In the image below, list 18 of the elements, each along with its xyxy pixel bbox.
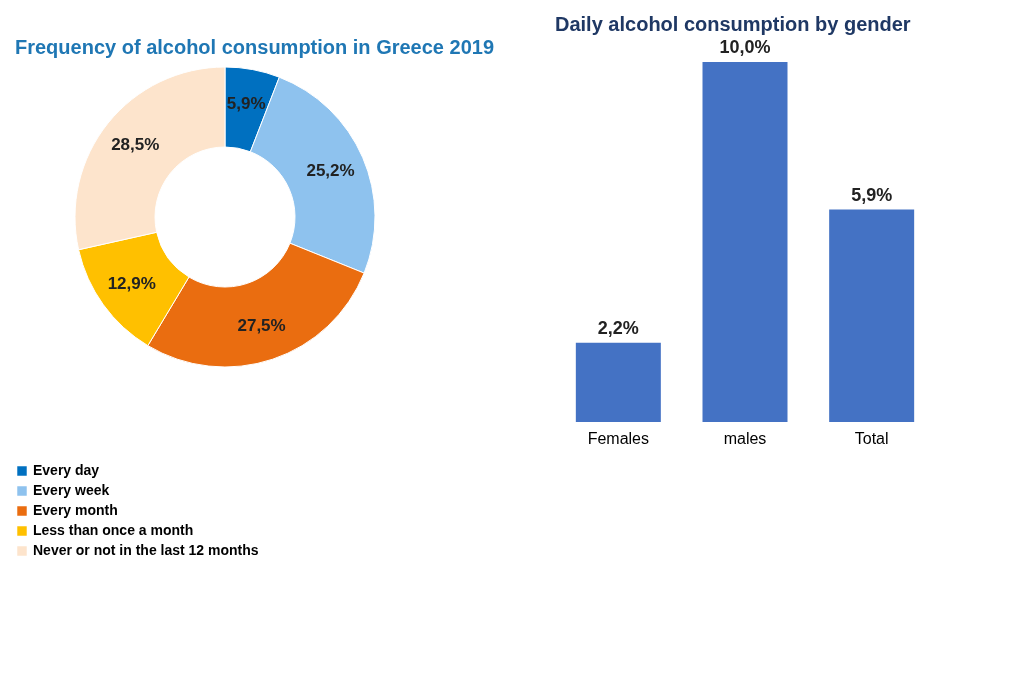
- chart-title: Frequency of alcohol consumption in Greece 2019: [15, 36, 495, 58]
- x-tick-label: Total: [854, 429, 889, 447]
- legend-label: Every month: [33, 502, 118, 518]
- data-label: 27,5%: [237, 316, 286, 336]
- legend-label: Every week: [33, 482, 110, 498]
- x-tick-label: Females: [587, 429, 650, 447]
- data-label: 2,2%: [597, 317, 639, 338]
- data-label: 25,2%: [306, 161, 355, 181]
- chart-title: Daily alcohol consumption by gender: [555, 13, 911, 35]
- x-tick-label: males: [723, 429, 767, 447]
- data-label: 12,9%: [107, 274, 156, 294]
- legend-label: Less than once a month: [33, 522, 194, 538]
- data-label: 28,5%: [111, 135, 160, 155]
- legend-label: Every day: [33, 462, 100, 478]
- data-label: 5,9%: [226, 93, 266, 113]
- data-label: 5,9%: [851, 184, 893, 205]
- data-label: 10,0%: [719, 37, 771, 57]
- legend-label: Never or not in the last 12 months: [33, 542, 259, 558]
